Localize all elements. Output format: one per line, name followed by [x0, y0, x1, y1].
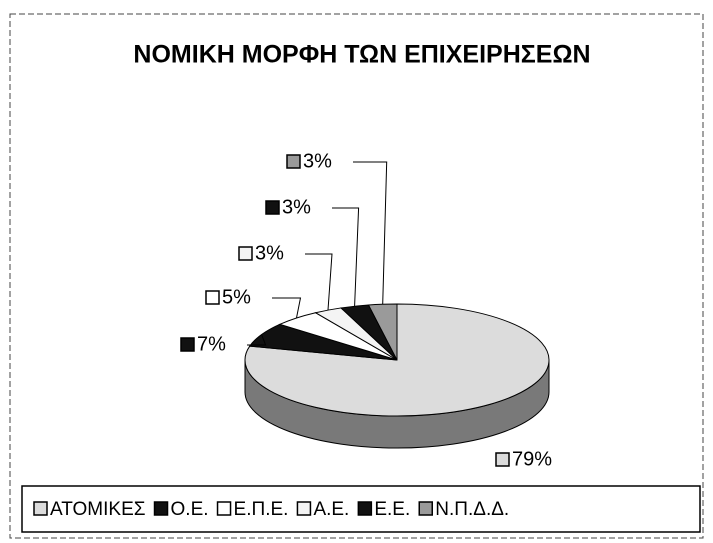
slice	[367, 303, 398, 361]
label-swatch	[265, 200, 280, 215]
label-swatch	[205, 290, 220, 305]
label-swatch	[286, 154, 301, 169]
frame	[9, 13, 704, 539]
legend-swatch	[153, 501, 169, 516]
label-swatch	[495, 452, 510, 467]
data-label: 5%	[222, 286, 251, 308]
leader-line	[305, 253, 333, 311]
legend-label: Ε.Ε.	[374, 499, 410, 520]
data-label: 3%	[255, 242, 284, 264]
leader-line	[247, 334, 267, 346]
chart-title: ΝΟΜΙΚΗ ΜΟΡΦΗ ΤΩΝ ΕΠΙΧΕΙΡΗΣΕΩΝ	[133, 41, 590, 69]
legend-swatch	[216, 501, 232, 516]
leader-line	[272, 297, 302, 319]
label-swatch	[238, 246, 253, 261]
legend-label: Ο.Ε.	[171, 499, 209, 520]
label-swatch	[180, 337, 195, 352]
data-label: 79%	[512, 448, 552, 470]
data-label: 3%	[282, 196, 311, 218]
leader-line	[332, 207, 360, 307]
legend-label: Ν.Π.Δ.Δ.	[435, 499, 509, 520]
legend-swatch	[296, 501, 312, 516]
legend-swatch	[418, 501, 433, 516]
legend-swatch	[33, 501, 48, 516]
legend-swatch	[357, 501, 373, 516]
leader-line	[353, 161, 388, 305]
legend-label: Ε.Π.Ε.	[234, 499, 289, 520]
legend-label: ΑΤΟΜΙΚΕΣ	[50, 499, 146, 520]
data-label: 7%	[197, 333, 226, 355]
data-label: 3%	[303, 150, 332, 172]
legend-label: Α.Ε.	[313, 499, 349, 520]
